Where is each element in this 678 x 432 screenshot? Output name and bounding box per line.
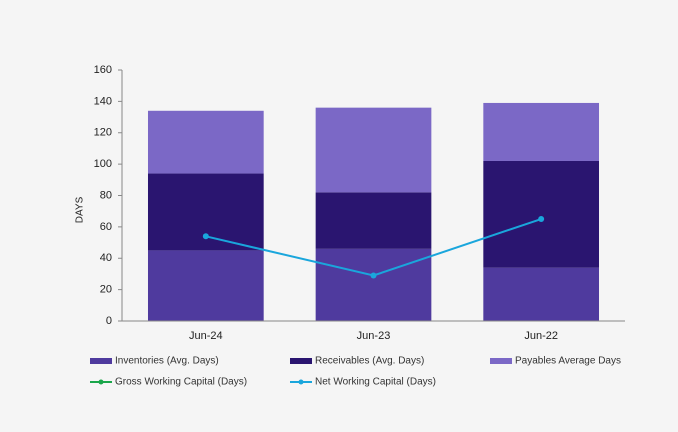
line-point bbox=[538, 216, 545, 223]
legend-label: Inventories (Avg. Days) bbox=[115, 356, 219, 367]
x-tick-label: Jun-24 bbox=[189, 330, 223, 342]
legend-swatch bbox=[90, 358, 112, 364]
legend-marker bbox=[298, 379, 304, 385]
y-tick-label: 160 bbox=[94, 64, 112, 76]
y-tick-label: 80 bbox=[100, 189, 112, 201]
y-tick-label: 100 bbox=[94, 158, 112, 170]
legend-label: Receivables (Avg. Days) bbox=[315, 356, 424, 367]
bar-segment bbox=[147, 250, 264, 321]
legend-label: Net Working Capital (Days) bbox=[315, 377, 436, 388]
y-tick-label: 140 bbox=[94, 95, 112, 107]
bar-segment bbox=[483, 267, 600, 321]
legend-swatch bbox=[490, 358, 512, 364]
line-point bbox=[202, 233, 209, 240]
legend-swatch bbox=[290, 358, 312, 364]
bar-segment bbox=[315, 107, 432, 193]
bar-segment bbox=[315, 248, 432, 321]
y-tick-label: 120 bbox=[94, 127, 112, 139]
y-axis-label: DAYS bbox=[75, 196, 86, 223]
bar-segment bbox=[483, 102, 600, 161]
bar-segment bbox=[147, 110, 264, 174]
y-tick-label: 20 bbox=[100, 284, 112, 296]
bar-segment bbox=[315, 192, 432, 249]
y-tick-label: 0 bbox=[106, 315, 112, 327]
y-tick-label: 60 bbox=[100, 221, 112, 233]
x-tick-label: Jun-22 bbox=[524, 330, 558, 342]
y-tick-label: 40 bbox=[100, 252, 112, 264]
line-point bbox=[370, 272, 377, 279]
legend-label: Payables Average Days bbox=[515, 356, 621, 367]
x-tick-label: Jun-23 bbox=[357, 330, 391, 342]
bar-segment bbox=[483, 160, 600, 268]
legend-marker bbox=[98, 379, 104, 385]
legend-label: Gross Working Capital (Days) bbox=[115, 377, 247, 388]
